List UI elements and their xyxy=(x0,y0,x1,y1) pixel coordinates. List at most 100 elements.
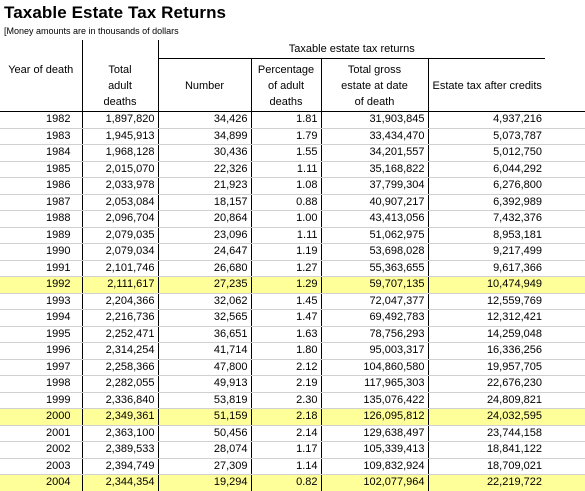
cell-gross-estate: 102,077,964 xyxy=(320,474,428,491)
cell-adult-deaths: 2,216,736 xyxy=(81,309,158,327)
cell-adult-deaths: 2,079,034 xyxy=(81,243,158,261)
cell-estate-tax: 18,709,021 xyxy=(427,458,545,475)
cell-percentage: 1.08 xyxy=(250,177,321,195)
cell-number: 32,062 xyxy=(157,293,251,310)
cell-gross-estate: 40,907,217 xyxy=(320,194,428,211)
cell-estate-tax: 6,044,292 xyxy=(427,161,545,178)
cell-gross-estate: 35,168,822 xyxy=(320,161,428,178)
cell-percentage: 1.19 xyxy=(250,243,321,261)
cell-estate-tax: 24,032,595 xyxy=(427,408,545,426)
cell-percentage: 2.18 xyxy=(250,408,321,426)
cell-percentage: 2.12 xyxy=(250,359,321,376)
cell-year: 1987 xyxy=(0,194,82,211)
cell-year: 1992 xyxy=(0,276,82,294)
cell-year: 1982 xyxy=(0,111,82,129)
cell-year: 1996 xyxy=(0,342,82,360)
table-row: 1997 2,258,366 47,800 2.12 104,860,580 19,957… xyxy=(0,359,585,376)
cell-gross-estate: 126,095,812 xyxy=(320,408,428,426)
cell-year: 1990 xyxy=(0,243,82,261)
cell-estate-tax: 5,073,787 xyxy=(427,128,545,145)
table-row: 1993 2,204,366 32,062 1.45 72,047,377 12,559,… xyxy=(0,293,585,310)
cell-number: 24,647 xyxy=(157,243,251,261)
table-row: 1994 2,216,736 32,565 1.47 69,492,783 12,312,… xyxy=(0,309,585,327)
cell-percentage: 1.79 xyxy=(250,128,321,145)
cell-estate-tax: 18,841,122 xyxy=(427,441,545,459)
cell-gross-estate: 72,047,377 xyxy=(320,293,428,310)
cell-number: 30,436 xyxy=(157,144,251,162)
cell-year: 1993 xyxy=(0,293,82,310)
cell-gross-estate: 34,201,557 xyxy=(320,144,428,162)
cell-percentage: 1.27 xyxy=(250,260,321,277)
table-row: 1996 2,314,254 41,714 1.80 95,003,317 16,336,… xyxy=(0,342,585,360)
table-row: 1987 2,053,084 18,157 0.88 40,907,217 6,392,9… xyxy=(0,194,585,211)
cell-year: 1986 xyxy=(0,177,82,195)
cell-number: 41,714 xyxy=(157,342,251,360)
table-row: 1988 2,096,704 20,864 1.00 43,413,056 7,432,3… xyxy=(0,210,585,228)
cell-adult-deaths: 2,282,055 xyxy=(81,375,158,393)
table-row: 1999 2,336,840 53,819 2.30 135,076,422 24,809… xyxy=(0,392,585,409)
table-body: 1982 1,897,820 34,426 1.81 31,903,845 4,937,2… xyxy=(0,111,585,491)
cell-percentage: 0.88 xyxy=(250,194,321,211)
table-row: 1989 2,079,035 23,096 1.11 51,062,975 8,953,1… xyxy=(0,227,585,244)
cell-gross-estate: 59,707,135 xyxy=(320,276,428,294)
cell-estate-tax: 8,953,181 xyxy=(427,227,545,244)
cell-adult-deaths: 2,101,746 xyxy=(81,260,158,277)
cell-gross-estate: 31,903,845 xyxy=(320,111,428,129)
cell-year: 1994 xyxy=(0,309,82,327)
cell-estate-tax: 6,276,800 xyxy=(427,177,545,195)
cell-year: 2003 xyxy=(0,458,82,475)
cell-percentage: 1.11 xyxy=(250,161,321,178)
table-row: 1991 2,101,746 26,680 1.27 55,363,655 9,617,3… xyxy=(0,260,585,277)
column-header-row: Year of death Total adult deaths Number … xyxy=(0,58,585,112)
cell-estate-tax: 9,617,366 xyxy=(427,260,545,277)
table-row: 2003 2,394,749 27,309 1.14 109,832,924 18,709… xyxy=(0,458,585,475)
cell-percentage: 2.14 xyxy=(250,425,321,442)
cell-gross-estate: 43,413,056 xyxy=(320,210,428,228)
cell-number: 53,819 xyxy=(157,392,251,409)
cell-adult-deaths: 2,079,035 xyxy=(81,227,158,244)
cell-adult-deaths: 2,349,361 xyxy=(81,408,158,426)
cell-year: 2000 xyxy=(0,408,82,426)
cell-year: 1997 xyxy=(0,359,82,376)
cell-year: 1991 xyxy=(0,260,82,277)
table-row: 2001 2,363,100 50,456 2.14 129,638,497 23,744… xyxy=(0,425,585,442)
col-header-year: Year of death xyxy=(0,58,82,112)
cell-percentage: 0.82 xyxy=(250,474,321,491)
cell-estate-tax: 19,957,705 xyxy=(427,359,545,376)
cell-percentage: 1.81 xyxy=(250,111,321,129)
cell-year: 1995 xyxy=(0,326,82,343)
cell-number: 28,074 xyxy=(157,441,251,459)
cell-adult-deaths: 2,344,354 xyxy=(81,474,158,491)
table-row: 1990 2,079,034 24,647 1.19 53,698,028 9,217,4… xyxy=(0,243,585,261)
col-header-adult-deaths: Total adult deaths xyxy=(81,58,158,112)
cell-gross-estate: 51,062,975 xyxy=(320,227,428,244)
cell-percentage: 2.30 xyxy=(250,392,321,409)
cell-number: 26,680 xyxy=(157,260,251,277)
cell-adult-deaths: 1,945,913 xyxy=(81,128,158,145)
cell-year: 1999 xyxy=(0,392,82,409)
cell-estate-tax: 12,312,421 xyxy=(427,309,545,327)
cell-adult-deaths: 2,204,366 xyxy=(81,293,158,310)
cell-number: 21,923 xyxy=(157,177,251,195)
cell-estate-tax: 24,809,821 xyxy=(427,392,545,409)
cell-number: 47,800 xyxy=(157,359,251,376)
cell-adult-deaths: 2,389,533 xyxy=(81,441,158,459)
table-row: 1992 2,111,617 27,235 1.29 59,707,135 10,474,… xyxy=(0,276,585,294)
cell-percentage: 1.17 xyxy=(250,441,321,459)
table-row: 1982 1,897,820 34,426 1.81 31,903,845 4,937,2… xyxy=(0,111,585,129)
cell-adult-deaths: 2,258,366 xyxy=(81,359,158,376)
cell-adult-deaths: 2,363,100 xyxy=(81,425,158,442)
cell-gross-estate: 55,363,655 xyxy=(320,260,428,277)
cell-gross-estate: 95,003,317 xyxy=(320,342,428,360)
cell-adult-deaths: 2,252,471 xyxy=(81,326,158,343)
table-row: 1995 2,252,471 36,651 1.63 78,756,293 14,259,… xyxy=(0,326,585,343)
cell-year: 1984 xyxy=(0,144,82,162)
cell-number: 23,096 xyxy=(157,227,251,244)
cell-gross-estate: 117,965,303 xyxy=(320,375,428,393)
cell-adult-deaths: 2,033,978 xyxy=(81,177,158,195)
cell-number: 34,899 xyxy=(157,128,251,145)
cell-gross-estate: 53,698,028 xyxy=(320,243,428,261)
col-header-estate-tax: Estate tax after credits xyxy=(427,58,585,112)
cell-year: 1985 xyxy=(0,161,82,178)
cell-estate-tax: 6,392,989 xyxy=(427,194,545,211)
